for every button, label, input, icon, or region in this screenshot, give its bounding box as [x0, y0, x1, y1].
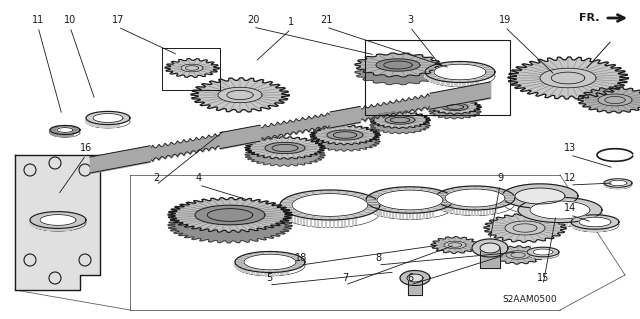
- Text: 13: 13: [564, 143, 576, 153]
- Polygon shape: [168, 208, 292, 243]
- Polygon shape: [191, 78, 289, 112]
- Polygon shape: [571, 215, 619, 229]
- Polygon shape: [425, 62, 495, 83]
- Polygon shape: [434, 64, 486, 80]
- Polygon shape: [333, 132, 356, 138]
- Polygon shape: [292, 194, 368, 216]
- Polygon shape: [40, 215, 76, 226]
- Text: 10: 10: [64, 15, 76, 25]
- Text: 7: 7: [342, 273, 348, 283]
- Polygon shape: [245, 144, 325, 166]
- Text: 1: 1: [288, 17, 294, 27]
- Polygon shape: [265, 142, 305, 154]
- Polygon shape: [385, 116, 415, 124]
- Polygon shape: [431, 237, 479, 253]
- Polygon shape: [515, 188, 565, 204]
- Text: 11: 11: [32, 15, 44, 25]
- Polygon shape: [165, 59, 219, 78]
- Text: 20: 20: [247, 15, 259, 25]
- Text: FR.: FR.: [579, 13, 600, 23]
- Polygon shape: [30, 211, 86, 228]
- Polygon shape: [579, 217, 611, 227]
- Polygon shape: [366, 187, 454, 213]
- Polygon shape: [480, 248, 500, 268]
- Polygon shape: [508, 57, 628, 99]
- Polygon shape: [472, 239, 508, 257]
- Text: 17: 17: [112, 15, 124, 25]
- Polygon shape: [527, 247, 559, 257]
- Polygon shape: [376, 59, 420, 71]
- Polygon shape: [370, 117, 430, 134]
- Polygon shape: [384, 61, 412, 69]
- Polygon shape: [429, 100, 481, 114]
- Text: 8: 8: [375, 253, 381, 263]
- Polygon shape: [272, 145, 298, 152]
- Text: 2: 2: [153, 173, 159, 183]
- Polygon shape: [168, 198, 292, 232]
- Polygon shape: [578, 87, 640, 113]
- Polygon shape: [50, 125, 80, 135]
- Polygon shape: [235, 251, 305, 272]
- Polygon shape: [377, 190, 443, 210]
- Polygon shape: [93, 114, 123, 122]
- Polygon shape: [408, 278, 422, 295]
- Polygon shape: [390, 117, 410, 123]
- Polygon shape: [429, 104, 481, 119]
- Polygon shape: [86, 111, 130, 125]
- Polygon shape: [502, 184, 578, 208]
- Polygon shape: [244, 254, 296, 270]
- Polygon shape: [207, 209, 253, 221]
- Polygon shape: [57, 128, 73, 132]
- Polygon shape: [480, 243, 500, 253]
- Text: 3: 3: [407, 15, 413, 25]
- Text: 21: 21: [320, 15, 332, 25]
- Polygon shape: [530, 201, 590, 219]
- Text: 9: 9: [497, 173, 503, 183]
- Polygon shape: [447, 105, 463, 109]
- Polygon shape: [435, 186, 515, 210]
- Text: 16: 16: [80, 143, 92, 153]
- Polygon shape: [400, 271, 430, 286]
- Polygon shape: [407, 274, 423, 282]
- Polygon shape: [355, 61, 441, 85]
- Polygon shape: [609, 180, 627, 186]
- Polygon shape: [310, 125, 380, 145]
- Text: 14: 14: [564, 203, 576, 213]
- Polygon shape: [518, 197, 602, 223]
- Polygon shape: [604, 179, 632, 187]
- Polygon shape: [327, 130, 363, 140]
- Polygon shape: [15, 155, 100, 290]
- Text: 18: 18: [295, 253, 307, 263]
- Polygon shape: [533, 249, 553, 255]
- Text: 12: 12: [564, 173, 576, 183]
- Polygon shape: [310, 131, 380, 151]
- Text: 15: 15: [537, 273, 549, 283]
- Polygon shape: [370, 112, 430, 129]
- Polygon shape: [445, 189, 505, 207]
- Polygon shape: [195, 205, 265, 225]
- Text: 19: 19: [499, 15, 511, 25]
- Polygon shape: [484, 214, 566, 242]
- Polygon shape: [280, 190, 380, 220]
- Polygon shape: [492, 246, 544, 264]
- Text: 6: 6: [407, 273, 413, 283]
- Polygon shape: [442, 103, 468, 111]
- Text: S2AAM0500: S2AAM0500: [502, 295, 557, 305]
- Polygon shape: [355, 53, 441, 77]
- Text: 4: 4: [196, 173, 202, 183]
- Polygon shape: [245, 137, 325, 159]
- Text: 5: 5: [266, 273, 272, 283]
